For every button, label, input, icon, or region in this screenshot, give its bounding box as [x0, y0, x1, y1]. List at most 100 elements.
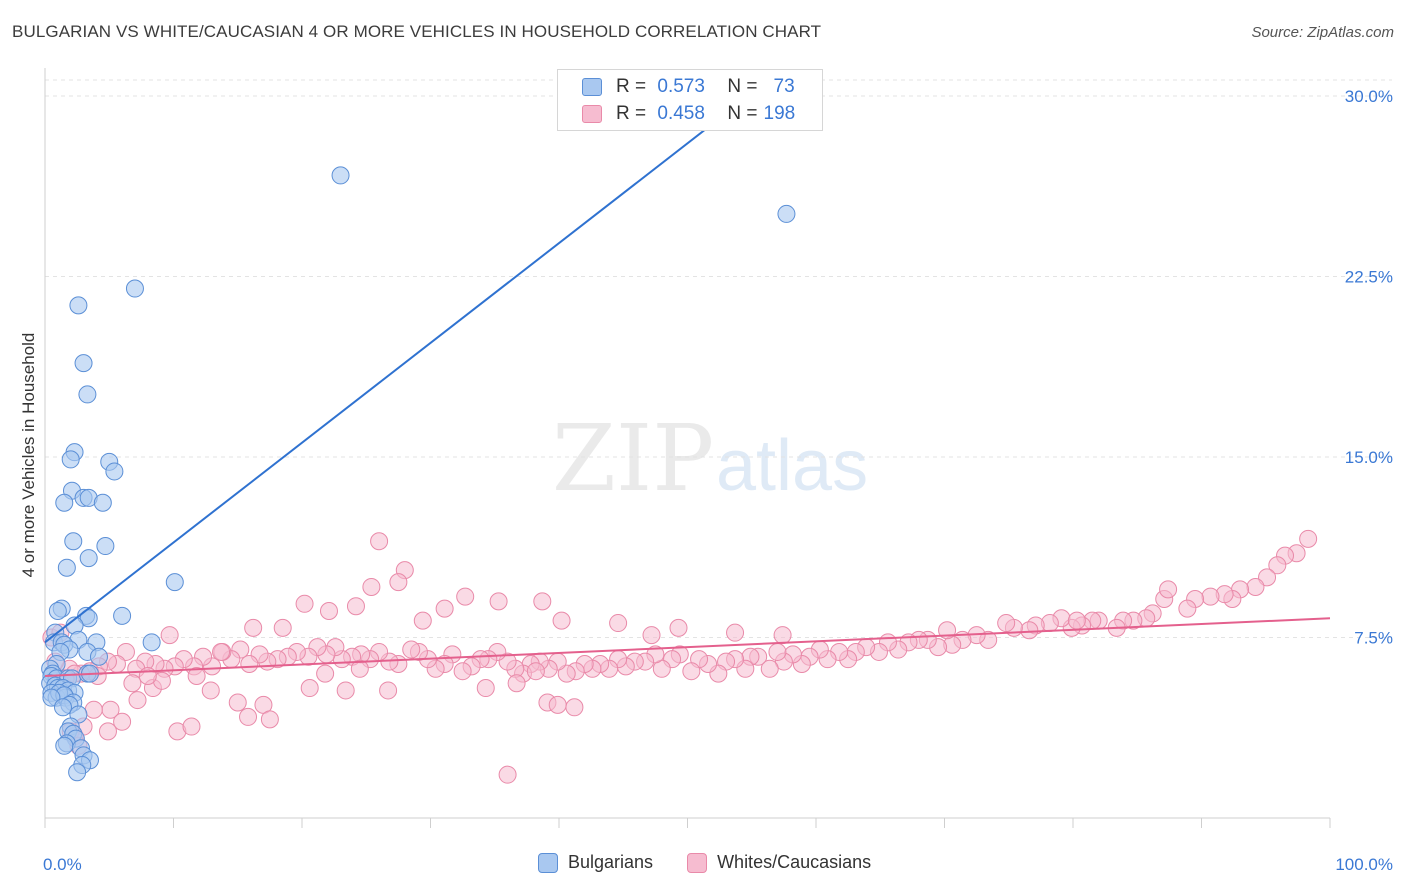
data-point-whites: [413, 611, 432, 630]
y-tick-label: 30.0%: [1345, 87, 1393, 106]
data-point-whites: [336, 681, 355, 700]
x-tick-label: 0.0%: [43, 855, 82, 874]
data-point-bulgarians: [55, 493, 74, 512]
data-point-whites: [1020, 621, 1039, 640]
data-point-whites: [260, 710, 279, 729]
watermark-zip: ZIP: [552, 405, 714, 512]
data-point-whites: [1201, 587, 1220, 606]
data-point-whites: [453, 662, 472, 681]
data-point-bulgarians: [48, 602, 67, 621]
data-point-whites: [552, 611, 571, 630]
data-point-bulgarians: [125, 279, 144, 298]
data-point-whites: [609, 614, 628, 633]
data-point-whites: [295, 594, 314, 613]
data-point-whites: [128, 691, 147, 710]
data-point-bulgarians: [142, 633, 161, 652]
data-point-whites: [370, 532, 389, 551]
data-point-bulgarians: [68, 763, 87, 782]
y-tick-labels: 7.5% 15.0% 22.5% 30.0%: [1345, 87, 1393, 648]
legend-item-bulgarians[interactable]: Bulgarians: [538, 852, 653, 873]
data-point-bulgarians: [42, 688, 61, 707]
data-point-whites: [507, 674, 526, 693]
data-point-whites: [239, 707, 258, 726]
source-credit: Source: ZipAtlas.com: [1251, 24, 1394, 41]
trendline-whites: [44, 617, 1331, 678]
data-point-whites: [1299, 529, 1318, 548]
gridlines: [45, 79, 1392, 638]
data-point-whites: [273, 618, 292, 637]
data-point-bulgarians: [96, 537, 115, 556]
data-point-whites: [138, 667, 157, 686]
whites-caucasians-points: [42, 529, 1318, 784]
data-point-whites: [533, 592, 552, 611]
data-point-whites: [98, 722, 117, 741]
data-point-bulgarians: [89, 647, 108, 666]
data-point-whites: [160, 626, 179, 645]
data-point-bulgarians: [105, 462, 124, 481]
data-point-whites: [350, 659, 369, 678]
data-point-whites: [319, 602, 338, 621]
x-tick-labels: 0.0% 100.0%: [43, 855, 1393, 874]
data-point-whites: [187, 667, 206, 686]
data-point-whites: [565, 698, 584, 717]
y-tick-label: 7.5%: [1354, 629, 1393, 648]
data-point-bulgarians: [53, 698, 72, 717]
data-point-whites: [116, 642, 135, 661]
data-point-whites: [201, 681, 220, 700]
y-tick-label: 22.5%: [1345, 268, 1393, 287]
watermark: ZIP atlas: [552, 405, 868, 512]
data-point-whites: [1258, 568, 1277, 587]
data-point-whites: [113, 712, 132, 731]
data-point-whites: [402, 640, 421, 659]
data-point-whites: [346, 597, 365, 616]
y-tick-label: 15.0%: [1345, 448, 1393, 467]
data-point-bulgarians: [55, 736, 74, 755]
data-point-bulgarians: [64, 532, 83, 551]
legend-r-label: R =: [616, 103, 647, 124]
bulgarians-points: [41, 166, 796, 782]
legend-r-label: R =: [616, 76, 647, 97]
trendlines: [44, 97, 1331, 678]
data-point-bulgarians: [331, 166, 350, 185]
data-point-whites: [498, 765, 517, 784]
data-point-bulgarians: [78, 385, 97, 404]
data-point-whites: [669, 618, 688, 637]
data-point-whites: [1178, 599, 1197, 618]
data-point-whites: [456, 587, 475, 606]
data-point-whites: [773, 626, 792, 645]
series-legend: Bulgarians Whites/Caucasians: [538, 852, 905, 873]
data-point-bulgarians: [69, 296, 88, 315]
data-point-whites: [1159, 580, 1178, 599]
data-point-whites: [316, 664, 335, 683]
data-point-bulgarians: [113, 606, 132, 625]
data-point-whites: [760, 659, 779, 678]
data-point-whites: [212, 642, 231, 661]
data-point-whites: [548, 695, 567, 714]
data-point-whites: [84, 700, 103, 719]
data-point-whites: [244, 618, 263, 637]
y-axis-label: 4 or more Vehicles in Household: [19, 333, 38, 578]
data-point-whites: [526, 662, 545, 681]
trendline-bulgarians: [44, 97, 746, 644]
data-point-bulgarians: [57, 558, 76, 577]
data-point-bulgarians: [74, 354, 93, 373]
data-point-whites: [768, 642, 787, 661]
data-point-whites: [557, 664, 576, 683]
data-point-whites: [389, 573, 408, 592]
data-point-whites: [379, 681, 398, 700]
data-point-bulgarians: [93, 493, 112, 512]
data-point-whites: [123, 674, 142, 693]
data-point-whites: [182, 717, 201, 736]
data-point-whites: [1067, 611, 1086, 630]
data-point-whites: [300, 679, 319, 698]
legend-swatch-pink: [582, 105, 602, 123]
chart-title: BULGARIAN VS WHITE/CAUCASIAN 4 OR MORE V…: [12, 22, 822, 41]
correlation-legend: R = 0.573 N = 73 R = 0.458 N = 198: [557, 69, 823, 131]
data-point-bulgarians: [61, 450, 80, 469]
data-point-whites: [642, 626, 661, 645]
legend-label-whites: Whites/Caucasians: [717, 852, 872, 872]
legend-n-label: N =: [727, 76, 758, 97]
legend-item-whites[interactable]: Whites/Caucasians: [687, 852, 871, 873]
data-point-whites: [435, 599, 454, 618]
